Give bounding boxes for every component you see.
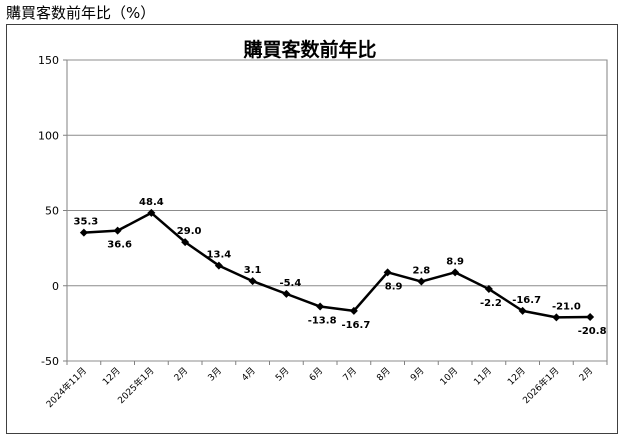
- data-label: -21.0: [552, 301, 581, 312]
- data-point: [79, 228, 88, 237]
- data-label: 48.4: [139, 197, 164, 208]
- y-tick-label: 0: [52, 280, 59, 293]
- y-tick-label: -50: [41, 355, 59, 368]
- data-label: 35.3: [74, 217, 99, 228]
- data-label: -5.4: [279, 278, 301, 289]
- data-point: [383, 268, 392, 277]
- x-tick-label: 5月: [273, 365, 291, 383]
- data-point: [451, 268, 460, 277]
- y-axis-ticks: 150 100 50 0 -50: [38, 54, 67, 368]
- gridlines: [66, 59, 608, 362]
- data-point: [181, 238, 190, 247]
- x-tick-label: 11月: [472, 365, 494, 387]
- x-tick-label: 2025年1月: [115, 365, 156, 406]
- points-layer: [79, 208, 595, 322]
- x-tick-label: 2024年11月: [43, 365, 89, 411]
- data-label: -16.7: [341, 320, 370, 331]
- x-tick-label: 7月: [341, 365, 359, 383]
- data-point: [586, 313, 595, 322]
- data-label: 13.4: [207, 250, 232, 261]
- data-point: [417, 277, 426, 286]
- data-point: [316, 302, 325, 311]
- x-tick-label: 2月: [577, 365, 595, 383]
- data-point: [349, 306, 358, 315]
- data-label: 8.9: [446, 256, 464, 267]
- x-tick-label: 10月: [438, 365, 460, 387]
- x-tick-label: 6月: [307, 365, 325, 383]
- data-label: -20.8: [578, 326, 607, 337]
- x-tick-label: 8月: [375, 365, 393, 383]
- data-point: [214, 261, 223, 270]
- series-layer: [83, 211, 591, 319]
- x-tick-label: 2026年1月: [520, 365, 561, 406]
- x-tick-label: 3月: [206, 365, 224, 383]
- data-label: 36.6: [107, 240, 132, 251]
- x-tick-label: 4月: [240, 365, 258, 383]
- data-point: [484, 285, 493, 294]
- y-tick-label: 150: [38, 54, 59, 67]
- data-label: 2.8: [413, 266, 431, 277]
- data-point: [113, 226, 122, 235]
- data-label: 8.9: [385, 281, 403, 292]
- data-label: -2.2: [480, 298, 502, 309]
- x-tick-label: 12月: [101, 365, 123, 387]
- x-tick-label: 9月: [408, 365, 426, 383]
- y-tick-label: 100: [38, 129, 59, 142]
- data-point: [282, 289, 291, 298]
- data-label: -16.7: [512, 295, 541, 306]
- data-point: [552, 313, 561, 322]
- data-label: 29.0: [177, 226, 202, 237]
- data-label: 3.1: [244, 265, 262, 276]
- data-point: [248, 277, 257, 286]
- x-tick-label: 2月: [172, 365, 190, 383]
- data-point: [518, 306, 527, 315]
- chart-frame: [6, 24, 618, 434]
- data-labels-layer: 35.3 36.6 48.4 29.0 13.4 3.1 -5.4 -13.8 -16.7 8.9…: [74, 197, 607, 337]
- outer-caption: 購買客数前年比（%）: [6, 4, 156, 22]
- series-line: [83, 211, 591, 319]
- data-label: -13.8: [308, 316, 337, 327]
- data-point: [147, 208, 156, 217]
- chart-title: 購買客数前年比: [243, 38, 376, 61]
- y-tick-label: 50: [45, 205, 59, 218]
- x-tick-label: 12月: [506, 365, 528, 387]
